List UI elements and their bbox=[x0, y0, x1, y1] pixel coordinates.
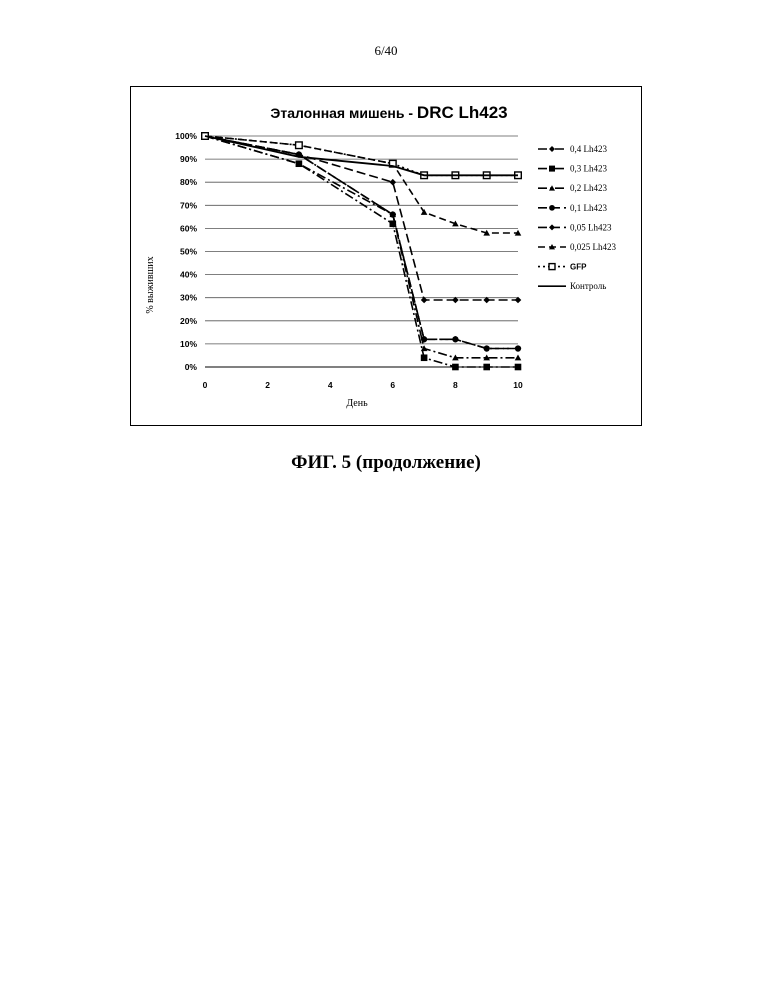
series-3 bbox=[202, 133, 521, 352]
series-5 bbox=[202, 133, 522, 236]
legend-item-2: 0,2 Lh423 bbox=[538, 183, 607, 193]
x-tick-label: 8 bbox=[453, 380, 458, 390]
legend-item-7: Контроль bbox=[538, 281, 606, 291]
y-tick-label: 80% bbox=[180, 177, 197, 187]
data-point-open-square bbox=[296, 142, 303, 149]
data-point-diamond bbox=[390, 179, 397, 186]
page-number: 6/40 bbox=[0, 43, 772, 59]
series-line-5 bbox=[205, 136, 518, 233]
legend-item-0: 0,4 Lh423 bbox=[538, 144, 607, 154]
legend-label: GFP bbox=[570, 263, 587, 272]
y-axis-label: % выживших bbox=[145, 256, 156, 313]
data-point-diamond bbox=[549, 146, 555, 152]
y-tick-label: 10% bbox=[180, 339, 197, 349]
legend-label: 0,05 Lh423 bbox=[570, 222, 612, 232]
chart-frame: Эталонная мишень - DRC Lh423 0% 10% 20% 30%… bbox=[130, 86, 642, 426]
y-tick-label: 90% bbox=[180, 154, 197, 164]
y-tick-label: 40% bbox=[180, 270, 197, 280]
chart-title: Эталонная мишень - DRC Lh423 bbox=[270, 103, 507, 122]
data-point-diamond bbox=[549, 224, 555, 230]
y-tick-label: 30% bbox=[180, 293, 197, 303]
legend-item-6: GFP bbox=[538, 263, 587, 272]
survival-line-chart: Эталонная мишень - DRC Lh423 0% 10% 20% 30%… bbox=[131, 87, 641, 425]
x-tick-label: 4 bbox=[328, 380, 333, 390]
series-0 bbox=[202, 133, 522, 352]
y-tick-label: 70% bbox=[180, 200, 197, 210]
x-tick-label: 6 bbox=[390, 380, 395, 390]
data-point-circle bbox=[515, 345, 521, 351]
y-tick-label: 60% bbox=[180, 223, 197, 233]
series-line-3 bbox=[205, 136, 518, 349]
series-line-2 bbox=[205, 136, 518, 358]
legend-item-5: 0,025 Lh423 bbox=[538, 242, 616, 252]
grid-lines bbox=[205, 136, 518, 367]
legend-item-1: 0,3 Lh423 bbox=[538, 164, 607, 174]
data-point-square bbox=[421, 354, 428, 361]
data-point-square bbox=[549, 166, 555, 172]
legend-label: 0,3 Lh423 bbox=[570, 164, 607, 174]
y-tick-label: 100% bbox=[175, 131, 197, 141]
legend-label: 0,2 Lh423 bbox=[570, 183, 607, 193]
data-point-circle bbox=[421, 336, 427, 342]
data-point-triangle bbox=[549, 185, 555, 190]
data-point-circle bbox=[549, 205, 555, 211]
x-tick-label: 10 bbox=[513, 380, 523, 390]
legend: 0,4 Lh423 0,3 Lh423 0,2 Lh423 0,1 Lh423 0,05… bbox=[538, 144, 616, 291]
legend-label: 0,025 Lh423 bbox=[570, 242, 616, 252]
legend-label: Контроль bbox=[570, 281, 606, 291]
data-point-square bbox=[515, 364, 522, 371]
series-2 bbox=[202, 133, 522, 361]
series-7 bbox=[205, 136, 518, 175]
series-line-4 bbox=[205, 136, 518, 300]
figure-caption: ФИГ. 5 (продолжение) bbox=[0, 452, 772, 474]
data-point-open-square bbox=[549, 264, 555, 270]
legend-label: 0,1 Lh423 bbox=[570, 203, 607, 213]
data-point-triangle bbox=[515, 354, 522, 360]
legend-item-3: 0,1 Lh423 bbox=[538, 203, 607, 213]
legend-item-4: 0,05 Lh423 bbox=[538, 222, 612, 232]
data-point-square bbox=[483, 364, 490, 371]
series-line-0 bbox=[205, 136, 518, 349]
y-tick-label: 20% bbox=[180, 316, 197, 326]
x-tick-label: 2 bbox=[265, 380, 270, 390]
series-line-6 bbox=[205, 136, 518, 175]
legend-label: 0,4 Lh423 bbox=[570, 144, 607, 154]
y-tick-label: 0% bbox=[185, 362, 198, 372]
data-point-circle bbox=[452, 336, 458, 342]
data-point-circle bbox=[390, 211, 396, 217]
y-tick-label: 50% bbox=[180, 247, 197, 257]
series-line-7 bbox=[205, 136, 518, 175]
data-point-circle bbox=[484, 345, 490, 351]
x-tick-label: 0 bbox=[203, 380, 208, 390]
x-axis-label: День bbox=[346, 398, 368, 409]
data-point-square bbox=[452, 364, 459, 371]
